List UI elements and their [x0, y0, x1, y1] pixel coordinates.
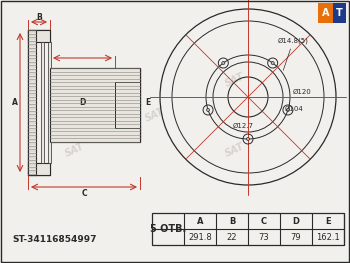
Text: D: D — [293, 216, 300, 225]
Text: Ø104: Ø104 — [285, 106, 304, 112]
Text: ST-34116854997: ST-34116854997 — [12, 235, 97, 245]
Text: SAT: SAT — [144, 106, 166, 124]
Polygon shape — [28, 163, 50, 175]
Text: Ø14.8(5): Ø14.8(5) — [278, 37, 309, 70]
Text: E: E — [145, 98, 150, 107]
Text: E: E — [325, 216, 331, 225]
Text: 5 ОТВ.: 5 ОТВ. — [150, 224, 186, 234]
Text: SAT: SAT — [64, 76, 86, 94]
Circle shape — [286, 108, 289, 112]
Text: Ø12.7: Ø12.7 — [232, 123, 253, 129]
Text: C: C — [261, 216, 267, 225]
Text: B: B — [36, 13, 42, 22]
Circle shape — [206, 108, 210, 112]
Bar — [152, 213, 344, 245]
Text: T: T — [336, 8, 343, 18]
Polygon shape — [28, 30, 50, 42]
Text: A: A — [12, 98, 18, 107]
Circle shape — [222, 62, 225, 64]
Polygon shape — [50, 68, 140, 142]
Polygon shape — [332, 3, 346, 23]
Text: 73: 73 — [259, 232, 270, 241]
Polygon shape — [41, 42, 44, 163]
Text: 22: 22 — [227, 232, 237, 241]
Polygon shape — [115, 82, 140, 128]
Text: A: A — [197, 216, 203, 225]
Text: 162.1: 162.1 — [316, 232, 340, 241]
Circle shape — [246, 138, 250, 140]
Text: 79: 79 — [291, 232, 301, 241]
Polygon shape — [48, 42, 51, 163]
Text: D: D — [79, 98, 86, 107]
Text: C: C — [81, 189, 87, 198]
Circle shape — [271, 62, 274, 64]
Text: B: B — [229, 216, 235, 225]
Polygon shape — [28, 30, 36, 175]
Text: Ø120: Ø120 — [293, 89, 312, 95]
Text: SAT: SAT — [224, 71, 246, 89]
Text: SAT: SAT — [64, 141, 86, 159]
Text: 291.8: 291.8 — [188, 232, 212, 241]
Text: SAT: SAT — [224, 141, 246, 159]
Polygon shape — [318, 3, 332, 23]
Text: A: A — [322, 8, 329, 18]
